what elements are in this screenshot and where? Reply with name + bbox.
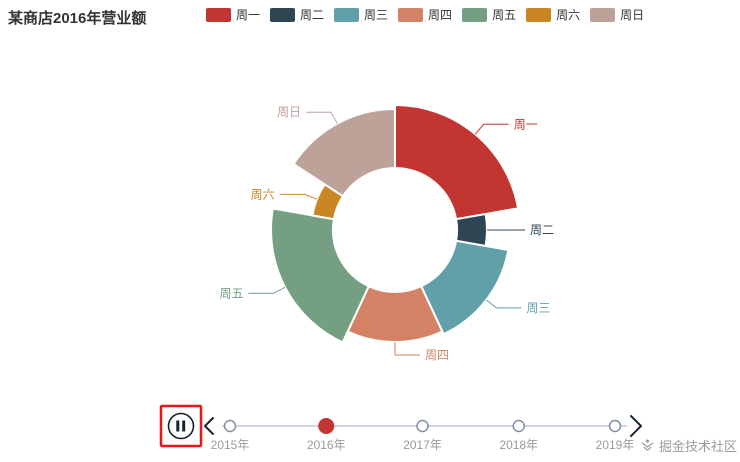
legend-label: 周一 (236, 8, 261, 22)
pie-slice-label-周三: 周三 (527, 301, 551, 315)
timeline-node-2015年[interactable]: 2015年 (211, 419, 250, 453)
legend-label: 周六 (556, 8, 581, 22)
legend-item-周六[interactable]: 周六 (526, 8, 580, 22)
timeline-node-2016年[interactable]: 2016年 (307, 418, 346, 452)
timeline-dot[interactable] (416, 419, 429, 433)
legend-item-周五[interactable]: 周五 (462, 8, 516, 22)
chevron-left-icon[interactable] (204, 417, 214, 435)
timeline-label-2017年[interactable]: 2017年 (403, 438, 442, 452)
legend-item-周三[interactable]: 周三 (334, 8, 388, 22)
legend-item-周日[interactable]: 周日 (590, 8, 644, 22)
legend-item-周一[interactable]: 周一 (206, 8, 260, 22)
legend-swatch (206, 8, 231, 22)
pie-slice-周日[interactable] (292, 107, 396, 198)
chart-title: 某商店2016年营业额 (8, 10, 147, 27)
legend-swatch (270, 8, 296, 22)
timeline-label-2015年[interactable]: 2015年 (211, 438, 250, 452)
pie-slice-label-周日: 周日 (277, 105, 301, 119)
pie-label-line (474, 123, 509, 135)
timeline-nodes: 2015年 2016年 2017年 2018年 2019年 (211, 418, 635, 453)
timeline-node-2017年[interactable]: 2017年 (403, 419, 442, 453)
timeline-dot[interactable] (512, 419, 525, 433)
legend: 周一 周二 周三 周四 周五 周六 周日 (206, 8, 654, 22)
pie-slice-周一[interactable] (394, 103, 520, 221)
pause-icon (176, 420, 180, 432)
timeline-node-2018年[interactable]: 2018年 (499, 419, 538, 453)
legend-swatch (334, 8, 360, 22)
pause-icon (182, 420, 186, 432)
legend-item-周四[interactable]: 周四 (398, 8, 452, 22)
timeline-label-2016年[interactable]: 2016年 (307, 438, 346, 452)
legend-swatch (462, 8, 488, 22)
pie-label-line (306, 111, 338, 124)
timeline: 2015年 2016年 2017年 2018年 2019年 (159, 404, 642, 453)
pie-slice-label-周六: 周六 (251, 187, 275, 201)
watermark-text: 掘金技术社区 (658, 439, 737, 454)
legend-label: 周日 (620, 8, 645, 22)
pie-label-line (394, 342, 420, 356)
pie-label-line (279, 193, 317, 200)
timeline-label-2018年[interactable]: 2018年 (499, 438, 538, 452)
pie-slice-label-周五: 周五 (219, 286, 243, 300)
legend-label: 周二 (300, 8, 325, 22)
legend-swatch (526, 8, 552, 22)
legend-swatch (398, 8, 424, 22)
chevron-right-icon[interactable] (630, 415, 642, 437)
pie-slice-label-周二: 周二 (530, 223, 554, 237)
annotation-highlight-box (159, 404, 203, 448)
pie-slice-label-周四: 周四 (425, 348, 449, 362)
pie-slice-label-周一: 周一 (514, 117, 538, 131)
pie-label-line (485, 299, 522, 309)
pie-slice-周三[interactable] (419, 239, 510, 336)
timeline-dot[interactable] (608, 419, 622, 433)
pause-button-circle (167, 412, 195, 440)
timeline-checkpoint[interactable] (318, 418, 335, 434)
legend-item-周二[interactable]: 周二 (270, 8, 324, 22)
legend-label: 周三 (364, 8, 389, 22)
timeline-node-2019年[interactable]: 2019年 (596, 419, 635, 453)
legend-label: 周五 (492, 8, 517, 22)
pie-slice-周五[interactable] (270, 207, 371, 344)
legend-label: 周四 (428, 8, 453, 22)
legend-swatch (590, 8, 616, 22)
timeline-dot[interactable] (223, 419, 237, 433)
pause-button[interactable] (167, 412, 195, 440)
pie-label-line (248, 286, 286, 294)
watermark: 掘金技术社区 (640, 436, 737, 455)
juejin-logo-icon (641, 439, 654, 451)
timeline-label-2019年[interactable]: 2019年 (596, 438, 635, 452)
